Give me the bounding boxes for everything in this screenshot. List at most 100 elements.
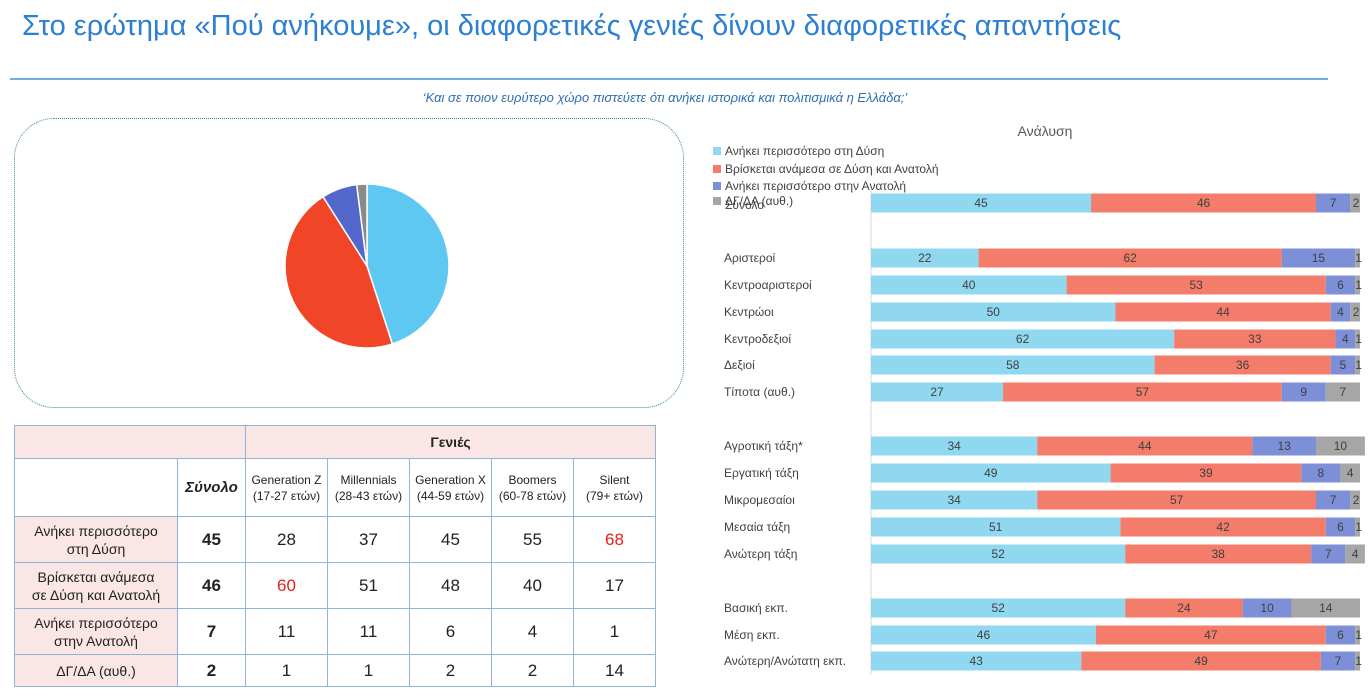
bar-value-label: 13: [1278, 439, 1292, 453]
bar-segment-between: [1037, 436, 1253, 456]
bar-value-label: 6: [1337, 520, 1344, 534]
bar-value-label: 7: [1330, 196, 1337, 210]
bar-segment-west: [871, 517, 1121, 537]
bar-segment-east: [1311, 544, 1346, 564]
bar-segment-between: [978, 248, 1282, 268]
row-total: 46: [177, 562, 246, 609]
table-header-generation: Generation X (44-59 ετών): [409, 458, 492, 517]
generation-age-range: (17-27 ετών): [252, 488, 321, 503]
table-cell: 1: [245, 654, 328, 687]
category-label: Αγροτική τάξη*: [724, 439, 803, 453]
bar-value-label: 8: [1318, 466, 1325, 480]
bar-value-label: 1: [1355, 628, 1362, 642]
bar-segment-east: [1320, 651, 1356, 671]
legend-label: ΔΓ/ΔΑ (αυθ.): [725, 194, 793, 208]
bar-segment-east: [1325, 625, 1356, 645]
legend-swatch: [713, 197, 721, 205]
category-label: Μεσαία τάξη: [724, 520, 790, 534]
bar-segment-west: [871, 490, 1038, 510]
legend-swatch: [713, 147, 721, 155]
table-cell: 11: [327, 608, 410, 655]
generation-name: Generation Z: [251, 472, 322, 487]
bar-value-label: 47: [1204, 628, 1218, 642]
title-divider: [10, 78, 1328, 80]
bar-value-label: 7: [1335, 654, 1342, 668]
bar-segment-dk: [1355, 625, 1360, 645]
bar-segment-east: [1330, 302, 1351, 322]
bar-value-label: 4: [1352, 547, 1359, 561]
bar-segment-between: [1125, 598, 1243, 618]
category-label: Κεντρώοι: [724, 305, 774, 319]
bar-value-label: 5: [1340, 358, 1347, 372]
bar-segment-between: [1125, 544, 1312, 564]
bar-value-label: 50: [987, 305, 1001, 319]
bar-value-label: 49: [1194, 654, 1208, 668]
bar-segment-dk: [1355, 517, 1360, 537]
generation-age-range: (79+ ετών): [586, 488, 643, 503]
survey-question: ‘Και σε ποιον ευρύτερο χώρο πιστεύετε ότ…: [422, 90, 908, 105]
bar-segment-east: [1330, 355, 1356, 375]
category-label: Ανώτερη τάξη: [724, 547, 797, 561]
bar-segment-west: [871, 463, 1111, 483]
bar-segment-west: [871, 248, 979, 268]
pie-slice-west: [366, 183, 450, 345]
bar-segment-east: [1325, 275, 1356, 295]
row-label-line: στην Ανατολή: [54, 632, 138, 649]
bar-segment-dk: [1355, 329, 1360, 349]
bar-segment-west: [871, 436, 1038, 456]
bar-value-label: 1: [1355, 654, 1362, 668]
bar-value-label: 58: [1006, 358, 1020, 372]
row-label: ΔΓ/ΔΑ (αυθ.): [14, 654, 178, 687]
table-cell: 2: [409, 654, 492, 687]
row-total: 2: [177, 654, 246, 687]
bar-segment-east: [1301, 463, 1341, 483]
bar-value-label: 62: [1016, 332, 1030, 346]
category-label: Αριστεροί: [724, 251, 775, 265]
row-label: Ανήκει περισσότερο στη Δύση: [14, 516, 178, 563]
bar-segment-between: [1081, 651, 1321, 671]
bar-segment-east: [1252, 436, 1316, 456]
bar-segment-dk: [1345, 544, 1365, 564]
chart-title: Ανάλυση: [1018, 123, 1073, 139]
row-label-line: ΔΓ/ΔΑ (αυθ.): [56, 662, 136, 679]
generation-name: Millennials: [340, 472, 397, 487]
bar-value-label: 49: [984, 466, 998, 480]
table-header-total: Σύνολο: [177, 458, 246, 517]
pie-chart-panel: [14, 118, 684, 408]
bar-value-label: 40: [962, 278, 976, 292]
bar-value-label: 62: [1123, 251, 1137, 265]
bar-segment-between: [1110, 463, 1302, 483]
bar-value-label: 38: [1212, 547, 1226, 561]
row-label-line: Ανήκει περισσότερο: [34, 614, 158, 631]
category-label: Μικρομεσαίοι: [724, 493, 795, 507]
legend-label: Ανήκει περισσότερο στη Δύση: [725, 144, 884, 158]
bar-segment-east: [1315, 193, 1351, 213]
table-row: Ανήκει περισσότερο στην Ανατολή 7 11 11 6 4 1: [14, 608, 656, 655]
bar-segment-dk: [1291, 598, 1360, 618]
pie-slice-between: [284, 195, 394, 349]
page-title: Στο ερώτημα «Πού ανήκουμε», οι διαφορετι…: [22, 10, 1122, 42]
legend-swatch: [713, 165, 721, 173]
table-cell: 4: [491, 608, 574, 655]
bar-value-label: 46: [1197, 196, 1211, 210]
bar-segment-dk: [1350, 302, 1360, 322]
legend-label: Σύνολο: [725, 198, 764, 212]
bar-segment-between: [1066, 275, 1326, 295]
bar-segment-east: [1325, 517, 1356, 537]
row-label-line: Βρίσκεται ανάμεσα: [37, 568, 155, 585]
category-label: Δεξιοί: [724, 358, 755, 372]
bar-value-label: 6: [1337, 278, 1344, 292]
bar-value-label: 39: [1199, 466, 1213, 480]
row-label-line: Ανήκει περισσότερο: [34, 522, 158, 539]
table-cell: 1: [573, 608, 656, 655]
bar-segment-west: [871, 302, 1116, 322]
generation-age-range: (60-78 ετών): [498, 488, 567, 503]
bar-value-label: 4: [1342, 332, 1349, 346]
bar-value-label: 1: [1355, 332, 1362, 346]
bar-segment-dk: [1355, 651, 1360, 671]
table-corner: [14, 425, 246, 459]
bar-value-label: 9: [1300, 385, 1307, 399]
generation-name: Generation X: [415, 472, 486, 487]
bar-value-label: 14: [1319, 601, 1333, 615]
